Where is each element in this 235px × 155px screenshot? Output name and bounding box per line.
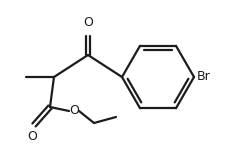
Text: O: O <box>27 130 37 143</box>
Text: Br: Br <box>197 71 211 84</box>
Text: O: O <box>69 104 79 117</box>
Text: O: O <box>83 16 93 29</box>
